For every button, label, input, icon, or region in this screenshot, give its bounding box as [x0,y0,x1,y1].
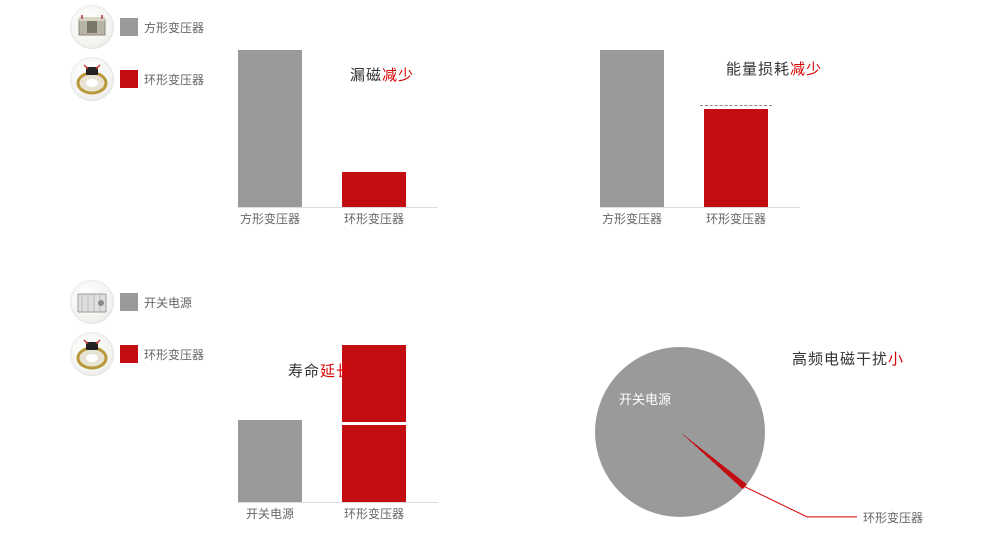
legend-item: 方形变压器 [70,5,204,49]
legend-label: 环形变压器 [144,346,204,363]
bar-label: 开关电源 [246,505,294,522]
bar-label: 方形变压器 [602,210,662,227]
legend-swatch [120,293,138,311]
bar-label: 环形变压器 [344,210,404,227]
legend-label: 开关电源 [144,294,192,311]
bar-rect [342,172,406,207]
bar-rect [342,345,406,422]
bar-label: 环形变压器 [706,210,766,227]
square-transformer-icon [70,5,114,49]
legend-item: 开关电源 [70,280,204,324]
bar-rect [600,50,664,207]
title-text-red: 延长 [320,363,352,380]
bar-rect [238,50,302,207]
pie-callout-label: 环形变压器 [863,509,923,526]
toroidal-transformer-icon [70,57,114,101]
bar-label: 环形变压器 [344,505,404,522]
bar-slot: 方形变压器 [600,50,664,207]
legend-label: 环形变压器 [144,71,204,88]
title-text: 漏磁 [350,67,382,84]
title-text: 寿命 [288,363,320,380]
legend-swatch [120,70,138,88]
chart-energy-loss-title: 能量损耗减少 [726,58,822,79]
legend-bottom: 开关电源环形变压器 [70,280,204,384]
bar-label: 方形变压器 [240,210,300,227]
title-text: 能量损耗 [726,61,790,78]
dash-marker [700,105,772,106]
legend-item: 环形变压器 [70,332,204,376]
bar-rect [342,425,406,502]
legend-swatch [120,18,138,36]
title-text: 高频电磁干扰 [792,351,888,368]
bar-rect [704,109,768,207]
legend-item: 环形变压器 [70,57,204,101]
bar-slot: 方形变压器 [238,50,302,207]
toroidal-transformer-icon [70,332,114,376]
title-text-red: 小 [888,351,904,368]
smps-icon [70,280,114,324]
title-text-red: 减少 [790,61,822,78]
chart-leakage-title: 漏磁减少 [350,64,414,85]
chart-lifespan-title: 寿命延长 [288,360,352,381]
legend-top: 方形变压器环形变压器 [70,5,204,109]
pie-callout-line [595,347,867,522]
chart-emi-title: 高频电磁干扰小 [792,348,904,369]
legend-label: 方形变压器 [144,19,204,36]
legend-swatch [120,345,138,363]
bar-rect [238,420,302,502]
chart-emi-pie: 开关电源 环形变压器 [595,347,765,517]
title-text-red: 减少 [382,67,414,84]
